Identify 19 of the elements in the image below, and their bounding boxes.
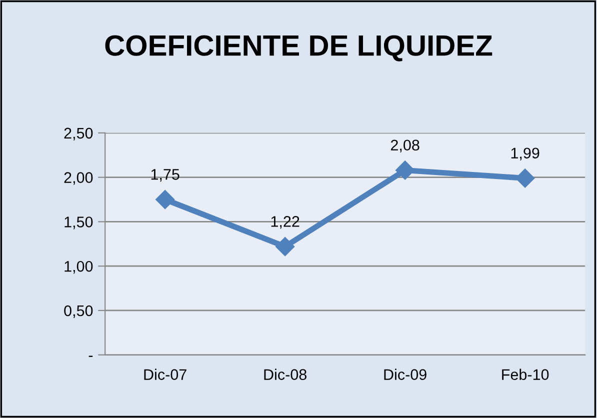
y-tick-label: 1,00: [64, 260, 93, 274]
x-tick-label: Dic-07: [144, 368, 186, 380]
x-tick-label: Dic-09: [384, 368, 426, 380]
y-tick-label: 2,00: [64, 172, 93, 185]
data-label: 1,75: [151, 169, 180, 182]
chart-title: COEFICIENTE DE LIQUIDEZ: [105, 35, 492, 62]
data-label: 1,22: [271, 216, 300, 229]
point: [396, 160, 415, 180]
data-label: 2,08: [390, 140, 420, 152]
point: [156, 190, 175, 210]
point: [516, 168, 535, 188]
x-tick-label: Dic-08: [264, 368, 306, 380]
x-tick-label: Feb-10: [502, 368, 549, 380]
y-tick-label: 1,50: [64, 216, 93, 230]
y-tick-label: -: [88, 356, 93, 357]
point: [276, 237, 295, 256]
data-label: 1,99: [511, 148, 540, 160]
y-tick-label: 2,50: [64, 128, 93, 140]
y-tick-label: 0,50: [64, 305, 93, 318]
